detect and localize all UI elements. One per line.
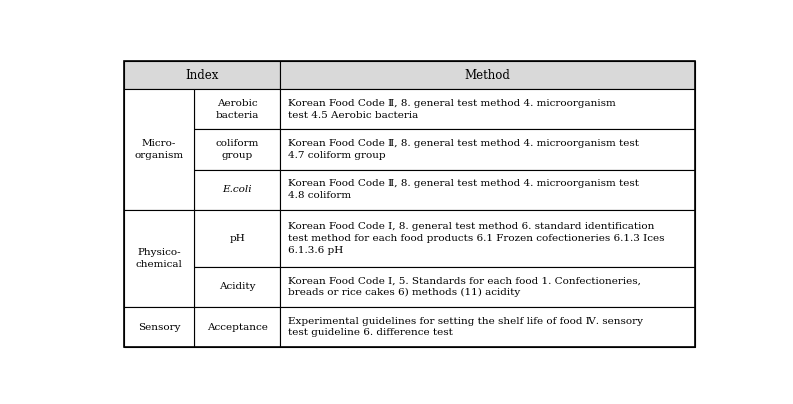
Text: Index: Index xyxy=(186,69,219,82)
Bar xyxy=(281,129,695,170)
Bar xyxy=(281,307,695,347)
Text: Korean Food Code Ⅱ, 8. general test method 4. microorganism
test 4.5 Aerobic bac: Korean Food Code Ⅱ, 8. general test meth… xyxy=(288,99,615,120)
Bar xyxy=(124,210,194,307)
Text: Acidity: Acidity xyxy=(219,282,255,291)
Text: Experimental guidelines for setting the shelf life of food Ⅳ. sensory
test guide: Experimental guidelines for setting the … xyxy=(288,317,643,337)
Bar xyxy=(194,129,281,170)
Bar xyxy=(281,170,695,210)
Text: pH: pH xyxy=(229,234,245,243)
Text: Method: Method xyxy=(465,69,511,82)
Text: Sensory: Sensory xyxy=(138,322,180,332)
Text: coliform
group: coliform group xyxy=(216,139,259,160)
Text: Micro-
organism: Micro- organism xyxy=(135,139,184,160)
Text: Aerobic
bacteria: Aerobic bacteria xyxy=(216,99,259,120)
Bar xyxy=(194,267,281,307)
Text: Korean Food Code Ⅱ, 8. general test method 4. microorganism test
4.7 coliform gr: Korean Food Code Ⅱ, 8. general test meth… xyxy=(288,139,639,160)
Bar xyxy=(281,89,695,129)
Text: Physico-
chemical: Physico- chemical xyxy=(136,248,182,269)
Text: Korean Food Code Ⅰ, 5. Standards for each food 1. Confectioneries,
breads or ric: Korean Food Code Ⅰ, 5. Standards for eac… xyxy=(288,276,641,297)
Text: E.coli: E.coli xyxy=(223,185,252,194)
Text: Acceptance: Acceptance xyxy=(207,322,268,332)
Bar xyxy=(281,267,695,307)
Bar xyxy=(124,307,194,347)
Text: Korean Food Code Ⅱ, 8. general test method 4. microorganism test
4.8 coliform: Korean Food Code Ⅱ, 8. general test meth… xyxy=(288,179,639,200)
Bar xyxy=(124,89,194,210)
Bar xyxy=(124,61,281,89)
Bar xyxy=(281,61,695,89)
Bar xyxy=(194,210,281,267)
Bar xyxy=(281,210,695,267)
Text: Korean Food Code Ⅰ, 8. general test method 6. standard identification
test metho: Korean Food Code Ⅰ, 8. general test meth… xyxy=(288,222,665,255)
Bar xyxy=(194,89,281,129)
Bar xyxy=(194,170,281,210)
Bar xyxy=(194,307,281,347)
